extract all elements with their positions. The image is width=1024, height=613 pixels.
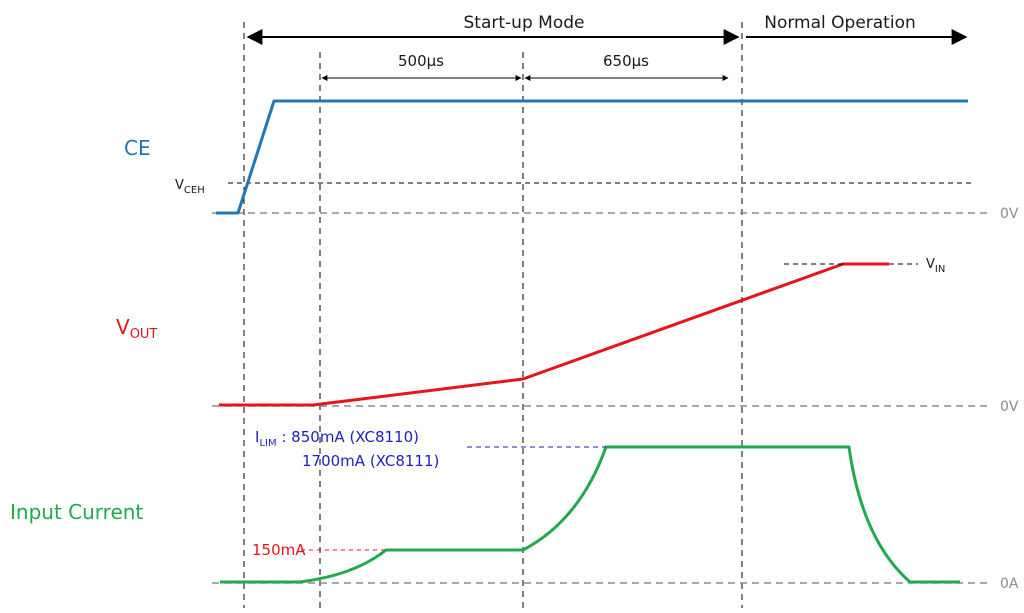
ce-signal-label: CE	[124, 136, 151, 160]
vout-signal-label: VOUT	[116, 315, 157, 342]
current-zero-label: 0A	[1000, 576, 1019, 592]
normal-operation-label: Normal Operation	[764, 13, 916, 33]
zero-reference-lines	[212, 212, 988, 584]
ilim-label: ILIM : 850mA (XC8110)	[255, 428, 419, 449]
vceh-label: VCEH	[175, 178, 205, 196]
vout-waveform	[219, 262, 889, 407]
time-markers	[243, 22, 743, 608]
ce-waveform	[216, 99, 968, 215]
duration-500us-label: 500µs	[398, 52, 444, 70]
ilim-xc8111-label: 1700mA (XC8111)	[302, 452, 439, 470]
duration-650us-label: 650µs	[603, 52, 649, 70]
vin-label: VIN	[926, 257, 945, 275]
initial-current-label: 150mA	[252, 541, 306, 559]
input-current-signal-label: Input Current	[10, 500, 143, 524]
input-current-waveform	[220, 445, 960, 584]
startup-mode-label: Start-up Mode	[464, 13, 585, 33]
ce-zero-label: 0V	[1000, 206, 1019, 222]
vout-zero-label: 0V	[1000, 399, 1019, 415]
